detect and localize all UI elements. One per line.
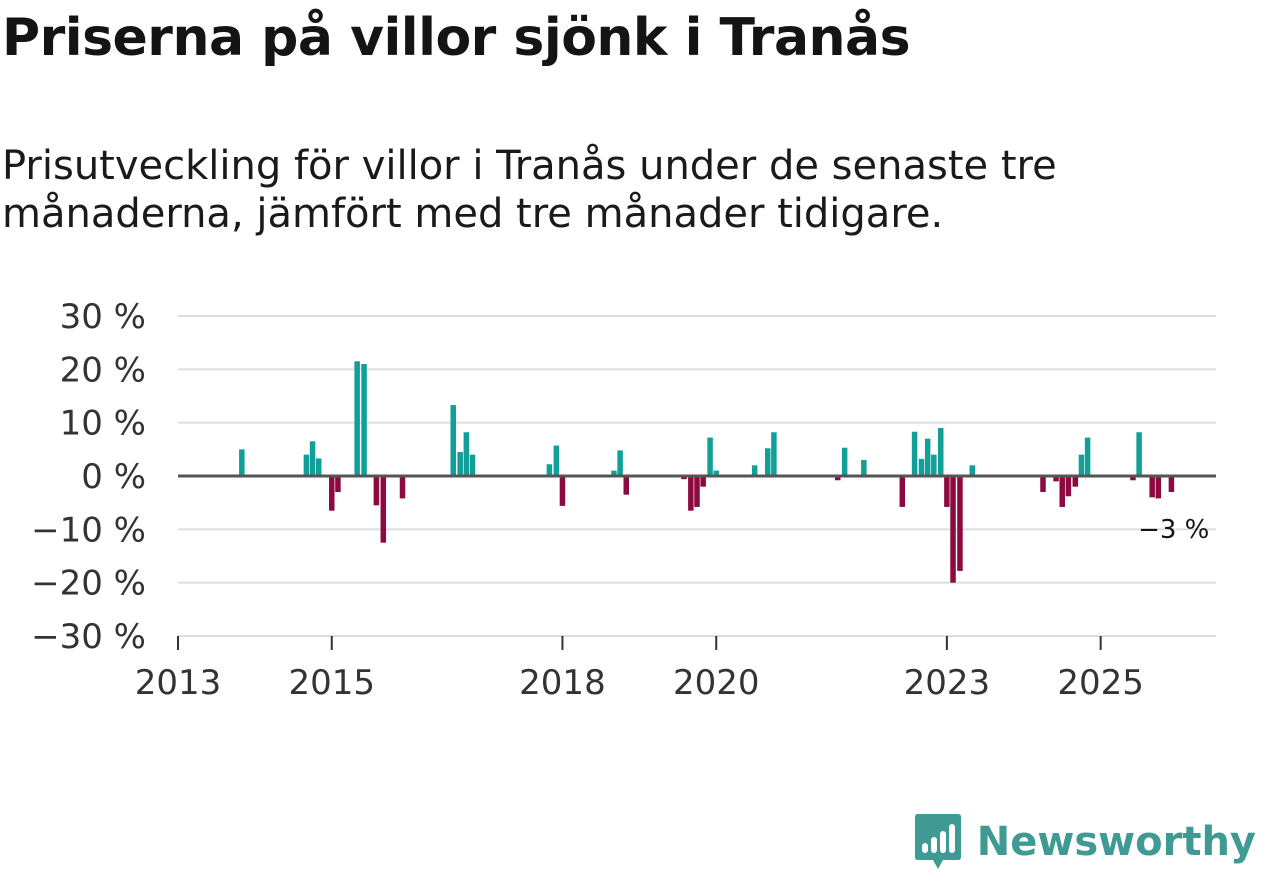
bar [924,438,931,476]
y-tick-label: 20 % [60,350,146,390]
x-tick-label: 2018 [519,663,606,703]
y-tick-label: −30 % [31,617,146,657]
bar [361,364,367,476]
bar [957,476,963,571]
bar [700,476,706,487]
brand-name: Newsworthy [976,819,1256,865]
bar [950,476,956,583]
x-tick-label: 2025 [1057,663,1144,703]
bar [463,432,470,476]
bar [1130,476,1136,481]
bar [1072,476,1079,487]
bar [450,405,457,476]
bar [899,476,906,507]
axes: 30 % 20 % 10 % 0 % −10 % −20 % −30 % 2013 2015 20… [31,297,1216,703]
bar [399,476,406,499]
bar [335,476,341,492]
bar [559,476,566,506]
chart-subtitle: Prisutveckling för villor i Tranås under… [2,143,1057,237]
bars [239,361,1175,583]
bar [1084,437,1091,476]
bar [553,445,560,476]
x-tick-label: 2020 [673,663,760,703]
bar [239,449,245,476]
bar [681,476,687,480]
bar [457,452,463,476]
bar [623,476,630,495]
bar [861,460,867,476]
bar [1136,432,1142,476]
bar [944,476,950,507]
bar [1155,476,1162,499]
bar [751,465,758,476]
bar [764,448,771,476]
bar [937,428,944,476]
bar [309,441,316,476]
bar [1040,476,1046,492]
bar [931,454,937,476]
y-tick-label: −10 % [31,510,146,550]
newsworthy-logo-icon [914,814,961,869]
bar [611,470,617,476]
bar [354,361,360,476]
last-value-label: −3 % [1138,515,1209,545]
bar [707,437,713,476]
bar [688,476,694,511]
bar [1078,454,1085,476]
brand-logo: Newsworthy [913,813,1256,871]
x-tick-label: 2013 [135,663,222,703]
bar [1059,476,1065,507]
y-tick-label: 0 % [81,457,146,497]
bar [617,450,623,476]
bar [380,476,387,543]
bar [1149,476,1155,498]
bar [1065,476,1072,497]
bar [329,476,335,511]
y-tick-label: 10 % [60,404,146,444]
bar [771,432,777,476]
bar [373,476,380,506]
gridlines [178,315,1216,637]
bar [969,465,976,476]
bar [546,464,553,476]
bar [841,447,848,476]
chart-title: Priserna på villor sjönk i Tranås [2,8,911,68]
x-tick-label: 2015 [289,663,376,703]
bar [911,431,918,476]
y-tick-label: −20 % [31,564,146,604]
bar [1168,476,1175,492]
x-tick-label: 2023 [904,663,991,703]
y-tick-label: 30 % [60,297,146,337]
bar [1053,476,1059,482]
bar [713,470,719,476]
bar [694,476,700,507]
bar [834,476,841,481]
bar-chart: 30 % 20 % 10 % 0 % −10 % −20 % −30 % 2013 2015 20… [31,297,1216,703]
bar [303,454,310,476]
bar [918,458,925,476]
bar [315,458,322,476]
bar [469,454,476,476]
